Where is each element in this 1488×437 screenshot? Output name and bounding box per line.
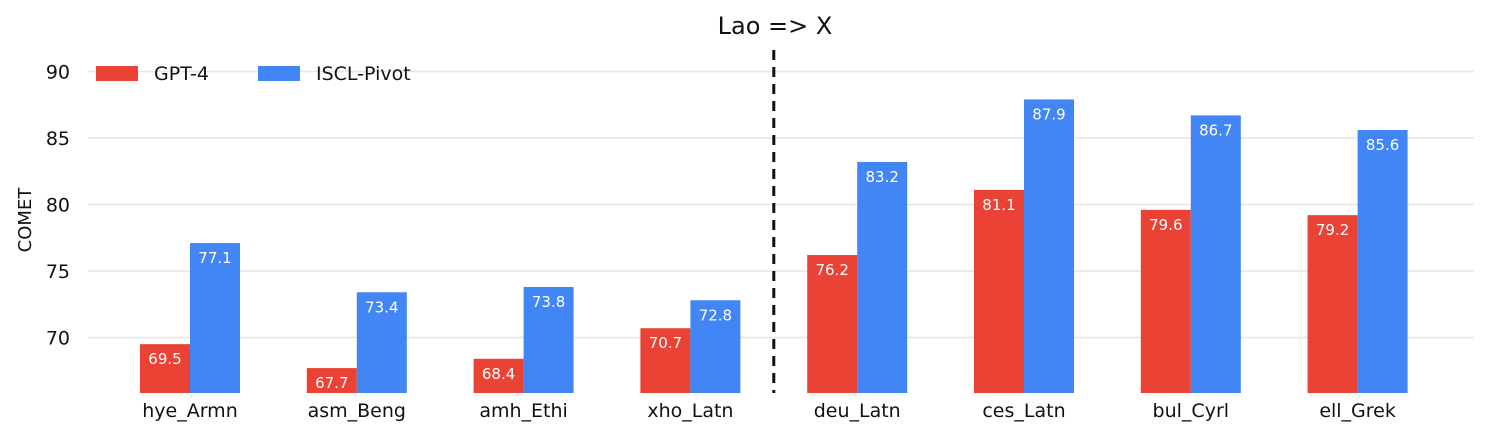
x-tick-label: bul_Cyrl (1153, 400, 1229, 422)
bar-iscl-pivot-amh_Ethi (523, 286, 574, 393)
chart-title: Lao => X (718, 12, 833, 40)
x-tick-label: amh_Ethi (479, 400, 567, 422)
bar-gpt4-hye_Armn (140, 344, 190, 393)
bar-value-label: 67.7 (315, 374, 348, 392)
bar-value-label: 87.9 (1032, 105, 1065, 123)
bar-value-label: 73.4 (365, 298, 398, 316)
bar-value-label: 72.8 (699, 306, 732, 324)
bar-iscl-pivot-deu_Latn (857, 161, 908, 393)
bar-value-label: 76.2 (815, 261, 848, 279)
bar-iscl-pivot-hye_Armn (190, 243, 240, 393)
x-tick-label: ces_Latn (982, 400, 1065, 422)
bar-value-label: 79.6 (1149, 216, 1182, 234)
x-tick-label: ell_Grek (1319, 400, 1396, 422)
bar-iscl-pivot-bul_Cyrl (1190, 115, 1241, 393)
bar-gpt4-deu_Latn (807, 255, 858, 393)
x-tick-label: hye_Armn (142, 400, 238, 422)
y-axis-label: COMET (15, 187, 36, 253)
bar-gpt4-ell_Grek (1307, 215, 1358, 393)
bar-gpt4-amh_Ethi (473, 358, 524, 393)
bar-gpt4-ces_Latn (974, 189, 1024, 393)
bar-value-label: 70.7 (649, 334, 682, 352)
y-tick-label: 85 (46, 128, 70, 150)
bar-value-label: 79.2 (1316, 221, 1349, 239)
bar-value-label: 81.1 (982, 196, 1015, 214)
bar-value-labels: 69.5 77.1 67.7 73.4 68.4 73.8 70.7 72.8 76.2 83.2… (148, 105, 1399, 392)
y-tick-label: 75 (46, 261, 70, 283)
bar-gpt4-xho_Latn (640, 328, 691, 393)
bar-iscl-pivot-ces_Latn (1024, 99, 1074, 394)
bar-iscl-pivot-asm_Beng (356, 292, 407, 393)
bar-gpt4-asm_Beng (306, 368, 357, 393)
x-tick-label: asm_Beng (308, 400, 406, 422)
bar-iscl-pivot-xho_Latn (690, 300, 741, 393)
legend-swatch-gpt4 (96, 66, 138, 81)
legend-swatch-iscl-pivot (258, 66, 300, 81)
x-tick-label: xho_Latn (647, 400, 733, 422)
legend: GPT-4 ISCL-Pivot (96, 63, 411, 85)
x-axis-ticks: hye_Armn asm_Beng amh_Ethi xho_Latn deu_Latn… (142, 400, 1396, 422)
legend-label-gpt4: GPT-4 (154, 63, 209, 85)
bars (140, 99, 1408, 394)
legend-label-iscl-pivot: ISCL-Pivot (316, 63, 411, 85)
grid-lines (88, 70, 1474, 339)
bar-value-label: 77.1 (198, 249, 231, 267)
bar-value-label: 86.7 (1199, 121, 1232, 139)
x-tick-label: deu_Latn (814, 400, 901, 422)
y-axis-ticks: 70 75 80 85 90 (46, 62, 70, 350)
bar-value-label: 69.5 (148, 350, 181, 368)
bar-iscl-pivot-ell_Grek (1357, 130, 1408, 393)
bar-value-label: 85.6 (1366, 136, 1399, 154)
bar-gpt4-bul_Cyrl (1140, 209, 1191, 393)
bar-value-label: 83.2 (865, 168, 898, 186)
y-tick-label: 80 (46, 195, 70, 217)
y-tick-label: 90 (46, 62, 70, 84)
bar-value-label: 68.4 (482, 365, 515, 383)
bar-value-label: 73.8 (532, 293, 565, 311)
y-tick-label: 70 (46, 328, 70, 350)
